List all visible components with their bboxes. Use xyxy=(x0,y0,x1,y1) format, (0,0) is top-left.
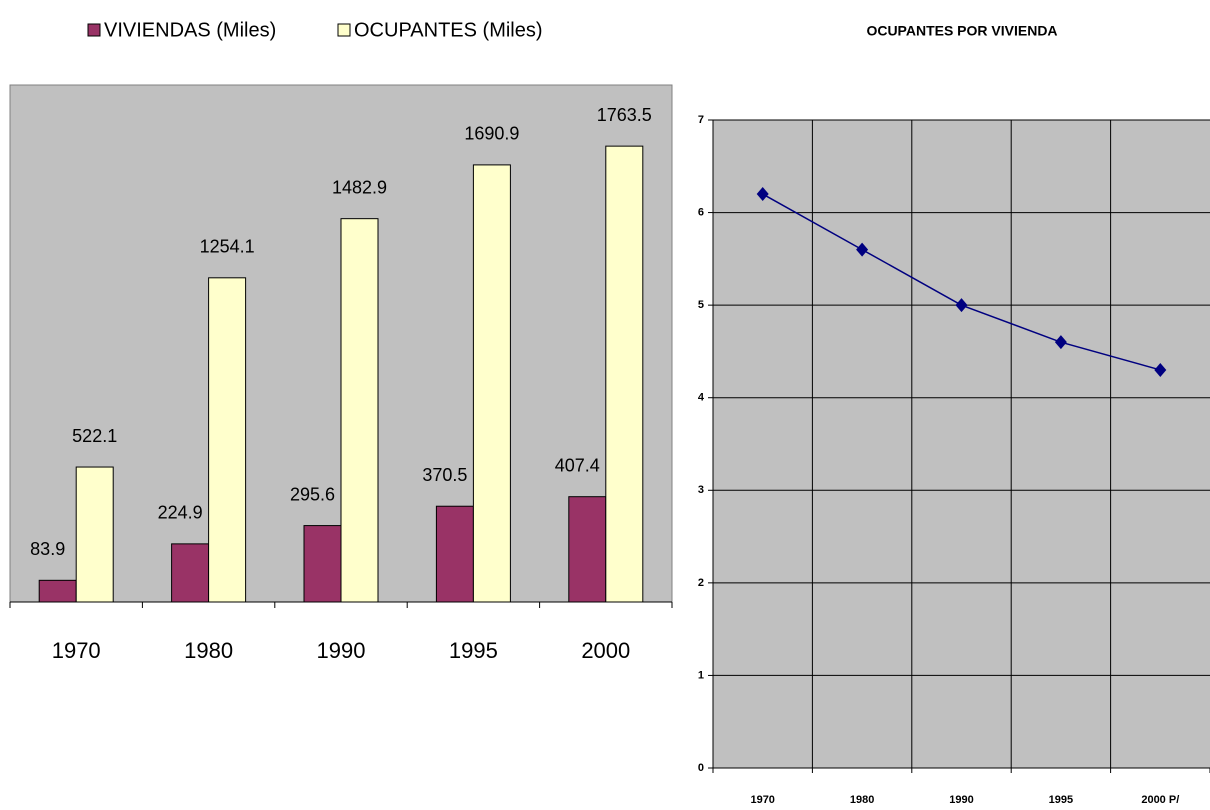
marker xyxy=(856,242,869,257)
bar xyxy=(605,145,644,603)
marker xyxy=(955,298,968,313)
legend-label: OCUPANTES (Miles) xyxy=(354,19,543,41)
data-label: 83.9 xyxy=(30,539,65,559)
data-label: 224.9 xyxy=(158,503,203,523)
x-tick-label: 1990 xyxy=(317,638,366,663)
data-label: 522.1 xyxy=(72,426,117,446)
bar xyxy=(38,579,77,603)
bar xyxy=(303,525,342,603)
data-label: 295.6 xyxy=(290,484,335,504)
y-tick-label: 7 xyxy=(698,114,704,126)
x-tick-label: 1970 xyxy=(750,794,774,806)
data-label: 1690.9 xyxy=(464,124,519,144)
legend-swatch xyxy=(87,23,101,37)
legend-swatch xyxy=(337,23,351,37)
y-tick-label: 6 xyxy=(698,206,704,218)
plot-area xyxy=(713,120,1210,768)
data-label: 370.5 xyxy=(422,465,467,485)
bar xyxy=(340,218,379,603)
chart-title: OCUPANTES POR VIVIENDA xyxy=(866,23,1057,39)
legend-label: VIVIENDAS (Miles) xyxy=(104,19,276,41)
marker xyxy=(1054,335,1067,350)
data-label: 407.4 xyxy=(555,455,600,475)
x-tick-label: 1980 xyxy=(850,794,874,806)
y-tick-label: 3 xyxy=(698,484,704,496)
x-tick-label: 2000 P/ xyxy=(1141,794,1179,806)
data-label: 1482.9 xyxy=(332,177,387,197)
marker xyxy=(756,187,769,202)
data-label: 1254.1 xyxy=(200,237,255,257)
y-tick-label: 0 xyxy=(698,762,704,774)
x-tick-label: 2000 xyxy=(581,638,630,663)
y-tick-label: 1 xyxy=(698,669,704,681)
data-label: 1763.5 xyxy=(597,105,652,125)
bar xyxy=(208,277,247,603)
x-tick-label: 1970 xyxy=(52,638,101,663)
x-tick-label: 1995 xyxy=(1049,794,1073,806)
bar xyxy=(75,466,114,603)
x-tick-label: 1995 xyxy=(449,638,498,663)
x-tick-label: 1990 xyxy=(949,794,973,806)
y-tick-label: 2 xyxy=(698,577,704,589)
marker xyxy=(1154,362,1167,377)
x-tick-label: 1980 xyxy=(184,638,233,663)
bar xyxy=(472,164,511,603)
y-tick-label: 4 xyxy=(698,392,705,404)
bar xyxy=(435,505,474,603)
bar xyxy=(171,543,210,603)
bar xyxy=(568,496,607,603)
y-tick-label: 5 xyxy=(698,299,704,311)
